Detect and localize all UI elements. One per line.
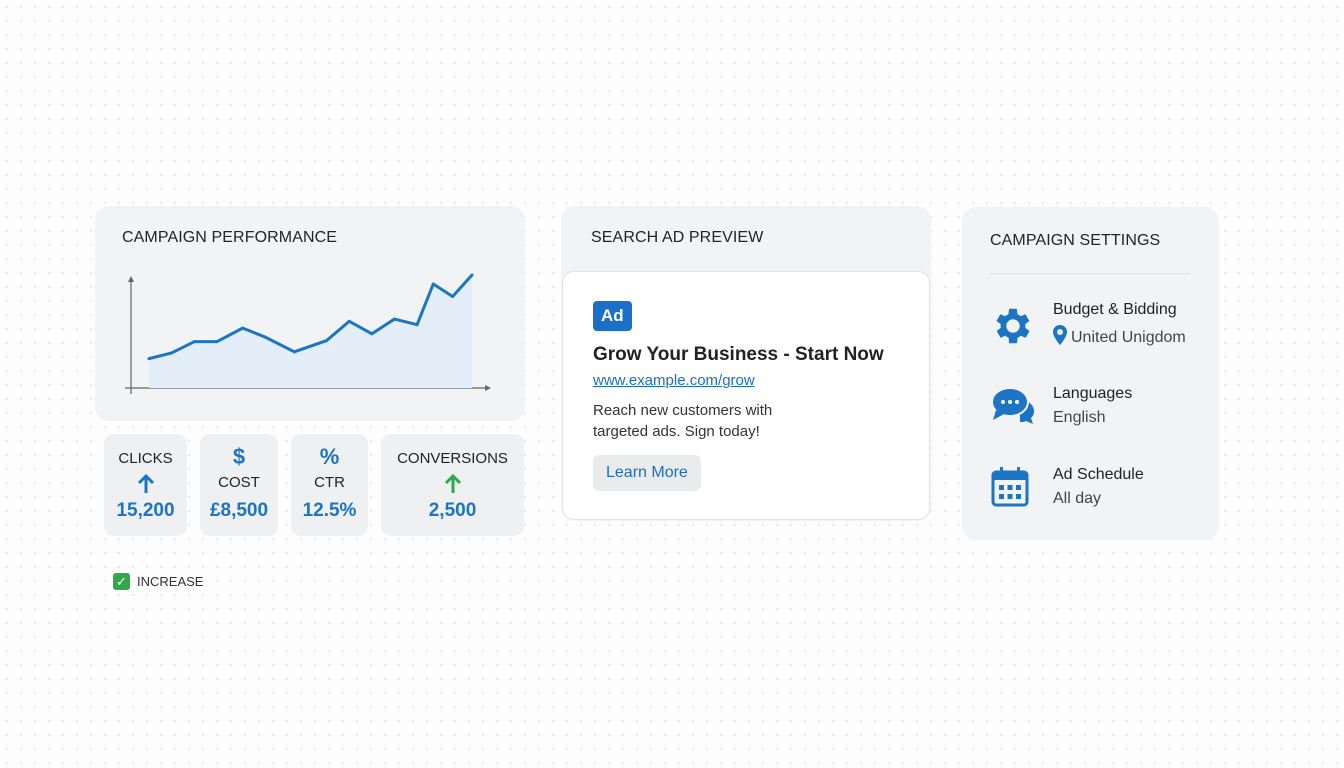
chart-point [215, 340, 219, 344]
setting-title: Languages [1053, 385, 1133, 402]
card-title: CAMPAIGN PERFORMANCE [122, 229, 338, 246]
gear-icon [990, 301, 1053, 350]
stat-value: 15,200 [116, 500, 175, 521]
ad-preview: Ad Grow Your Business - Start Now www.ex… [562, 271, 930, 520]
chart-line [148, 273, 474, 361]
arrow-up-icon [381, 473, 524, 498]
campaign-settings-card: CAMPAIGN SETTINGS Budget & Bidding Unite… [962, 207, 1219, 540]
chart-point [170, 351, 174, 355]
divider [990, 273, 1191, 274]
stat-label: COST [218, 474, 260, 491]
dollar-icon: $ [232, 444, 246, 469]
legend-label: INCREASE [137, 574, 204, 589]
card-title: CAMPAIGN SETTINGS [990, 232, 1161, 249]
chart-point [192, 340, 196, 344]
checkbox-icon: ✓ [113, 573, 130, 590]
chart-point [147, 357, 151, 361]
chart-point [370, 332, 374, 336]
campaign-performance-card: CAMPAIGN PERFORMANCE [95, 206, 525, 421]
y-axis-arrow [128, 276, 134, 282]
ad-description: Reach new customers with targeted ads. S… [593, 402, 773, 440]
stat-cost: $ COST £8,500 [200, 434, 278, 536]
chart-area [149, 275, 472, 388]
x-axis-arrow [485, 385, 491, 391]
stat-conversions: CONVERSIONS 2,500 [381, 434, 524, 536]
chart-point [470, 273, 474, 277]
setting-value: All day [1053, 490, 1102, 507]
learn-more-button[interactable]: Learn More [593, 455, 701, 491]
chart-point [302, 346, 306, 350]
location-pin-icon [1053, 325, 1067, 350]
setting-budget-bidding[interactable]: Budget & Bidding United Unigdom [990, 301, 1186, 350]
legend-increase: ✓ INCREASE [113, 573, 203, 590]
search-ad-preview-card: SEARCH AD PREVIEW Ad Grow Your Business … [561, 206, 931, 521]
percent-icon: % [319, 444, 340, 469]
ad-url-link[interactable]: www.example.com/grow [593, 372, 755, 389]
stat-value: 12.5% [302, 500, 357, 521]
chat-icon [990, 385, 1053, 427]
performance-chart [125, 273, 491, 394]
card-title: SEARCH AD PREVIEW [591, 229, 764, 246]
setting-languages[interactable]: Languages English [990, 385, 1132, 427]
ad-headline[interactable]: Grow Your Business - Start Now [593, 344, 884, 365]
stat-value: 2,500 [428, 500, 477, 521]
chart-point [325, 339, 329, 343]
chart-point [347, 319, 351, 323]
chart-point [241, 326, 245, 330]
stat-value: £8,500 [209, 500, 269, 521]
stat-label: CTR [314, 474, 345, 491]
stat-label: CLICKS [118, 450, 173, 467]
stat-label: CONVERSIONS [397, 450, 508, 467]
chart-point [451, 294, 455, 298]
stat-ctr: % CTR 12.5% [291, 434, 368, 536]
calendar-icon [990, 466, 1053, 508]
setting-value: English [1053, 409, 1106, 426]
chart-point [415, 323, 419, 327]
setting-value: United Unigdom [1071, 328, 1186, 346]
chart-point [292, 350, 296, 354]
setting-ad-schedule[interactable]: Ad Schedule All day [990, 466, 1144, 508]
chart-point [431, 282, 435, 286]
arrow-up-icon [104, 473, 187, 498]
setting-title: Budget & Bidding [1053, 301, 1177, 318]
ad-badge: Ad [593, 301, 632, 331]
stat-clicks: CLICKS 15,200 [104, 434, 187, 536]
chart-point [392, 317, 396, 321]
chart-point [263, 335, 267, 339]
setting-title: Ad Schedule [1053, 466, 1144, 483]
